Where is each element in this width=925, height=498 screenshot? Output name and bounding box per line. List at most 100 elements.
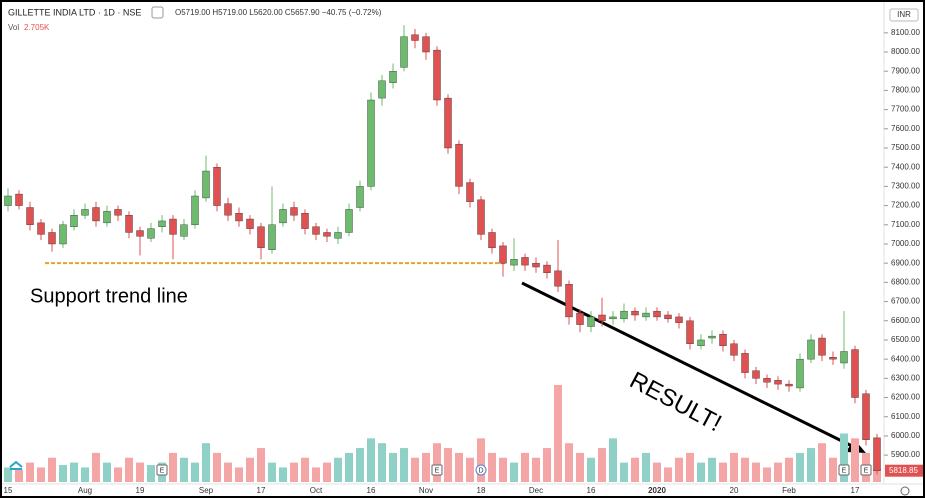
volume-bar (631, 457, 639, 482)
volume-bar (818, 443, 826, 482)
volume-bar (400, 448, 408, 482)
candle-body (763, 378, 771, 383)
candle-body (840, 351, 848, 364)
volume-value: 2.705K (24, 23, 50, 32)
candle-body (587, 316, 595, 327)
candle-body (411, 34, 419, 41)
logo-icon (9, 460, 23, 470)
y-tick-label: 7500.00 (891, 143, 920, 152)
volume-bar (763, 467, 771, 482)
x-tick-label: 16 (587, 486, 596, 495)
currency-button[interactable] (889, 8, 919, 22)
candle-body (37, 222, 45, 235)
volume-bar (741, 457, 749, 482)
volume-bar (59, 465, 67, 482)
candle-body (675, 316, 683, 323)
y-tick-label: 5900.00 (891, 450, 920, 459)
candle-body (279, 209, 287, 224)
y-tick-label: 6500.00 (891, 335, 920, 344)
compare-icon[interactable] (151, 6, 164, 19)
volume-bar (730, 452, 738, 482)
candle-body (345, 209, 353, 233)
candle-body (323, 232, 331, 237)
x-tick-label: Oct (310, 486, 323, 495)
volume-bar (356, 448, 364, 482)
volume-bar (642, 452, 650, 482)
y-tick-label: 7000.00 (891, 239, 920, 248)
candle-body (741, 353, 749, 373)
candle-body (510, 259, 518, 266)
candle-body (796, 358, 804, 389)
volume-bar (301, 457, 309, 482)
x-tick-label: Aug (78, 486, 92, 495)
volume-bar (92, 452, 100, 482)
candle-body (191, 195, 199, 225)
candle-body (235, 213, 243, 222)
x-tick-label: 18 (477, 486, 486, 495)
candle-body (609, 316, 617, 320)
volume-bar (125, 457, 133, 482)
chart-body: 5900.00 6000.00 6100.00 6200.00 6300.00 6400.… (4, 25, 923, 495)
y-tick-label: 6200.00 (891, 393, 920, 402)
candle-body (686, 320, 694, 344)
candle-body (92, 207, 100, 222)
ohlc-legend: O5719.00 H5719.00 L5620.00 C5657.90 −40.… (175, 8, 382, 17)
candle-body (334, 232, 342, 239)
candle-body (301, 213, 309, 229)
candle-body (719, 333, 727, 346)
volume-bar (851, 438, 859, 482)
volume-bar (323, 462, 331, 482)
volume-bar (279, 467, 287, 482)
candle-body (103, 211, 111, 224)
y-tick-label: 6700.00 (891, 297, 920, 306)
last-price-label: 5818.85 (889, 466, 918, 475)
settings-icon[interactable] (900, 486, 910, 496)
volume-bar (4, 467, 12, 482)
candle-body (807, 339, 815, 360)
x-tick-label: 17 (851, 486, 860, 495)
candle-body (422, 36, 430, 53)
event-marker (860, 464, 872, 476)
volume-bar (477, 438, 485, 482)
candle-body (829, 357, 837, 360)
volume-bar (103, 462, 111, 482)
x-tick-label: 17 (257, 486, 266, 495)
volume-bar (213, 452, 221, 482)
currency-label[interactable]: INR (897, 10, 911, 19)
candle-body (752, 370, 760, 379)
candle-body (543, 264, 551, 273)
volume-bar (389, 452, 397, 482)
event-label: E (864, 467, 869, 474)
candle-body (4, 195, 12, 206)
candle-body (697, 339, 705, 346)
volume-bar (202, 443, 210, 482)
volume-bar (26, 462, 34, 482)
candle-body (455, 143, 463, 187)
candle-body (224, 203, 232, 216)
y-tick-label: 7600.00 (891, 124, 920, 133)
volume-bar (576, 452, 584, 482)
candle-body (565, 284, 573, 318)
candle-body (433, 49, 441, 101)
volume-bar (257, 448, 265, 482)
volume-bar (752, 462, 760, 482)
x-tick-label: Sep (199, 486, 214, 495)
x-tick-label: Dec (529, 486, 543, 495)
volume-bar (609, 438, 617, 482)
volume-bar (224, 462, 232, 482)
candle-body (631, 310, 639, 316)
volume-bar (466, 457, 474, 482)
candle-body (136, 230, 144, 237)
volume-bar (169, 452, 177, 482)
candle-body (664, 314, 672, 320)
candle-body (554, 270, 562, 287)
volume-bar (246, 457, 254, 482)
volume-bar (708, 457, 716, 482)
candle-body (70, 214, 78, 227)
y-tick-label: 6600.00 (891, 316, 920, 325)
candle-body (367, 99, 375, 187)
y-tick-label: 6300.00 (891, 373, 920, 382)
candle-body (378, 80, 386, 99)
y-tick-label: 7400.00 (891, 162, 920, 171)
